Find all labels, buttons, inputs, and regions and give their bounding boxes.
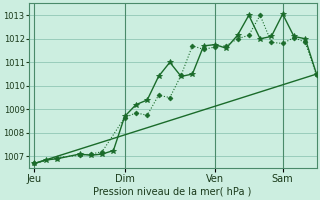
X-axis label: Pression niveau de la mer( hPa ): Pression niveau de la mer( hPa ) — [93, 187, 252, 197]
